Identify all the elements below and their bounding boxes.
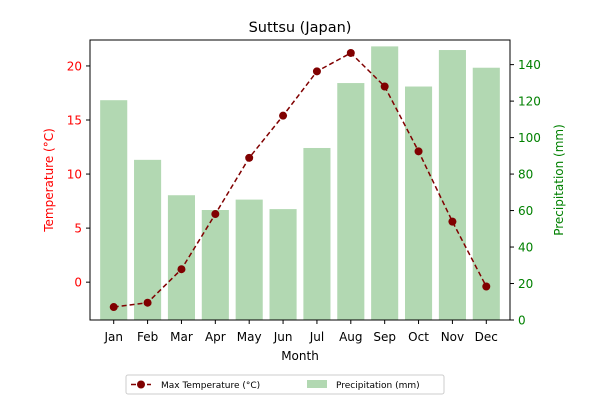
y-axis-right-label: Precipitation (mm) [552,124,566,236]
legend: Max Temperature (°C) Precipitation (mm) [125,374,445,395]
temp-point-jan [109,303,118,312]
x-tick-label: Dec [475,330,498,344]
x-tick-label: Feb [137,330,158,344]
precip-bar-aug [337,83,365,320]
chart-title: Suttsu (Japan) [249,20,352,36]
temp-point-oct [414,147,423,156]
x-tick-label: Apr [205,330,226,344]
temp-point-may [245,153,254,162]
y-right-tick-label: 120 [518,95,541,109]
legend-label-precipitation: Precipitation (mm) [336,381,420,391]
x-axis-ticks: Jan Feb Mar Apr May Jun Jul Aug Sep Oct Nov Dec [103,320,498,344]
precipitation-bars [100,46,500,321]
y-axis-left-label: Temperature (°C) [42,128,56,233]
temp-point-sep [380,82,389,91]
precip-bar-nov [438,50,466,321]
precip-bar-dec [472,67,500,321]
x-tick-label: Jun [273,330,293,344]
x-tick-label: Jul [309,330,324,344]
legend-bar-swatch [307,380,327,388]
y-axis-left-ticks: 0 5 10 15 20 [67,59,90,290]
y-left-tick-label: 10 [67,168,82,182]
precip-bar-may [235,199,263,320]
y-axis-right-ticks: 0 20 40 60 80 100 120 140 [510,58,541,328]
temp-point-mar [177,265,186,274]
legend-label-temperature: Max Temperature (°C) [161,381,260,391]
plot-frame [89,39,511,321]
precip-bar-jul [303,147,331,320]
y-left-tick-label: 5 [74,222,82,236]
y-right-tick-label: 20 [518,277,533,291]
temp-point-dec [482,282,491,291]
x-tick-label: Jan [103,330,123,344]
x-tick-label: Mar [170,330,193,344]
y-right-tick-label: 0 [518,314,526,328]
legend-marker-swatch [137,380,145,389]
temp-point-aug [346,48,355,57]
y-left-tick-label: 15 [67,114,82,128]
temperature-line-series [109,48,491,312]
precip-bar-oct [405,86,433,321]
x-tick-label: May [237,330,262,344]
y-left-tick-label: 20 [67,59,82,73]
precip-bar-feb [134,159,162,320]
precip-bar-jun [269,209,297,320]
precip-bar-mar [167,195,195,320]
y-right-tick-label: 140 [518,58,541,72]
x-tick-label: Sep [373,330,396,344]
y-left-tick-label: 0 [74,276,82,290]
y-right-tick-label: 80 [518,168,533,182]
x-tick-label: Aug [339,330,362,344]
temp-point-jun [279,111,288,120]
legend-frame [125,374,445,395]
x-axis-label: Month [281,349,319,363]
precip-bar-sep [371,46,399,320]
x-tick-label: Nov [441,330,464,344]
precip-bar-apr [201,210,229,320]
temperature-line [113,52,487,308]
temp-point-feb [143,298,152,307]
temp-point-apr [211,210,220,219]
x-tick-label: Oct [408,330,429,344]
y-right-tick-label: 40 [518,241,533,255]
precip-bar-jan [100,100,128,321]
temp-point-nov [448,217,457,226]
y-right-tick-label: 100 [518,131,541,145]
temp-point-jul [312,67,321,76]
y-right-tick-label: 60 [518,204,533,218]
